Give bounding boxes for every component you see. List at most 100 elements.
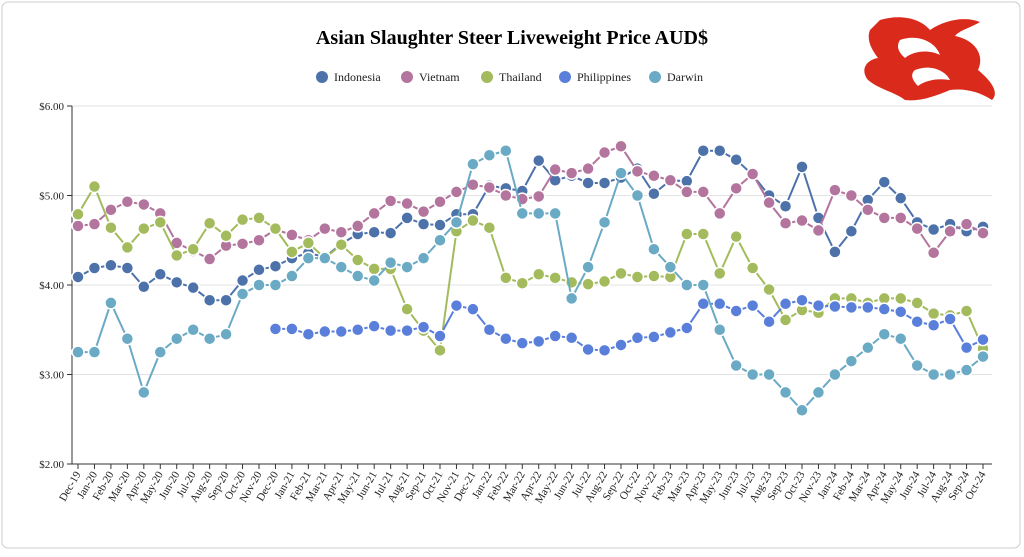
data-point: [893, 211, 908, 225]
data-point: [120, 195, 135, 209]
data-point: [334, 260, 349, 274]
data-point: [433, 329, 447, 343]
data-point: [778, 385, 793, 400]
data-point: [466, 213, 480, 228]
data-point: [729, 229, 743, 244]
data-point: [285, 245, 299, 259]
data-point: [729, 152, 743, 167]
data-point: [383, 255, 398, 270]
data-point: [531, 334, 546, 349]
data-point: [811, 298, 826, 313]
data-point: [893, 305, 908, 319]
data-point: [219, 229, 233, 243]
data-point: [367, 319, 381, 333]
data-point: [383, 226, 398, 240]
data-point: [449, 185, 464, 199]
data-point: [71, 345, 85, 359]
data-point: [630, 270, 645, 284]
data-point: [861, 340, 875, 355]
data-point: [614, 266, 628, 281]
data-point: [680, 278, 694, 292]
data-point: [301, 251, 316, 265]
data-point: [647, 169, 661, 183]
data-point: [597, 145, 612, 160]
data-point: [219, 293, 233, 307]
data-point: [696, 278, 711, 292]
chart-title: Asian Slaughter Steer Liveweight Price A…: [316, 27, 708, 49]
data-point: [268, 322, 283, 336]
data-point: [663, 325, 678, 340]
data-point: [712, 144, 727, 158]
data-point: [71, 270, 85, 284]
data-point: [877, 302, 892, 316]
data-point: [285, 269, 299, 283]
data-point: [581, 342, 595, 357]
data-point: [400, 323, 414, 338]
data-point: [943, 312, 957, 326]
data-point: [235, 287, 250, 301]
data-point: [943, 224, 957, 239]
data-point: [828, 367, 842, 382]
data-point: [285, 322, 299, 336]
data-point: [186, 323, 200, 337]
y-tick-label: $5.00: [39, 191, 64, 203]
data-point: [482, 148, 497, 162]
data-point: [581, 277, 595, 291]
data-point: [87, 179, 102, 194]
data-point: [350, 253, 365, 267]
data-point: [828, 245, 842, 259]
data-point: [712, 266, 727, 281]
data-point: [104, 258, 118, 273]
data-point: [252, 211, 266, 225]
data-point: [367, 273, 381, 288]
data-point: [400, 211, 414, 225]
data-point: [778, 199, 793, 213]
data-point: [745, 167, 760, 181]
data-point: [778, 216, 793, 230]
data-point: [169, 248, 184, 263]
data-point: [647, 242, 661, 256]
data-point: [910, 221, 924, 236]
data-point: [548, 271, 562, 285]
data-point: [202, 331, 217, 346]
data-point: [597, 274, 612, 289]
data-point: [71, 207, 85, 222]
series: [71, 144, 990, 418]
data-point: [383, 194, 398, 208]
data-point: [120, 261, 135, 275]
data-point: [943, 367, 957, 382]
data-point: [367, 225, 381, 239]
data-point: [515, 206, 530, 221]
data-point: [104, 203, 118, 217]
data-point: [235, 273, 250, 288]
data-point: [433, 343, 447, 358]
data-point: [416, 217, 431, 231]
data-point: [153, 345, 168, 359]
legend-label: Vietnam: [419, 70, 460, 84]
data-point: [745, 261, 760, 275]
data-point: [712, 323, 727, 337]
data-point: [531, 189, 546, 204]
data-point: [87, 261, 102, 275]
data-point: [795, 403, 809, 418]
data-point: [153, 215, 168, 230]
data-point: [531, 153, 546, 168]
data-point: [301, 327, 316, 341]
data-point: [416, 204, 431, 219]
data-point: [334, 324, 349, 339]
data-point: [350, 323, 365, 337]
data-point: [926, 367, 941, 382]
legend-marker: [401, 71, 413, 83]
data-point: [350, 219, 365, 233]
data-point: [663, 173, 678, 188]
data-point: [630, 331, 645, 345]
y-tick-label: $3.00: [39, 370, 64, 382]
data-point: [861, 203, 875, 217]
data-point: [433, 195, 447, 209]
data-point: [910, 314, 924, 329]
data-point: [515, 276, 530, 290]
data-point: [433, 233, 447, 247]
data-point: [334, 237, 349, 252]
